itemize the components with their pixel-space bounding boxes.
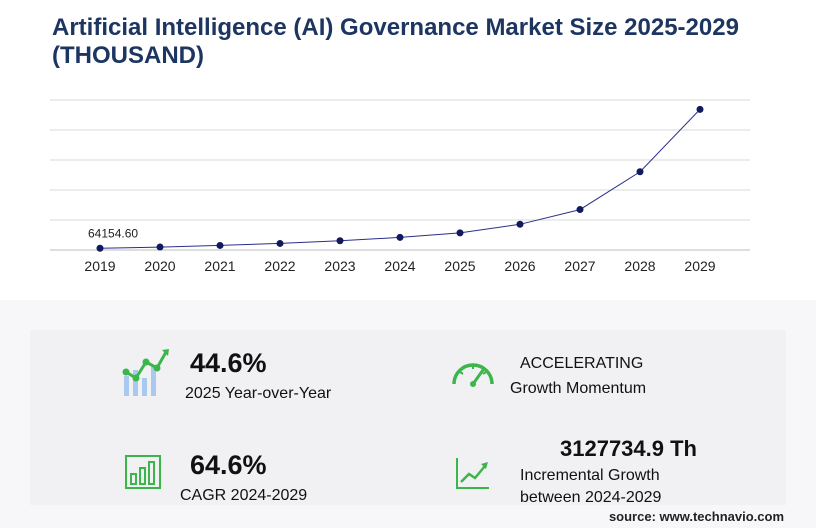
- data-point-2029: [696, 105, 704, 113]
- source-note: source: www.technavio.com: [608, 509, 784, 524]
- yoy-label: 2025 Year-over-Year: [185, 385, 332, 402]
- data-point-2025: [456, 229, 464, 237]
- x-tick-label: 2020: [144, 258, 175, 274]
- x-tick-label: 2023: [324, 258, 355, 274]
- cagr-value: 64.6%: [190, 450, 267, 480]
- trend-line-icon: [456, 458, 489, 489]
- x-tick-label: 2026: [504, 258, 535, 274]
- x-tick-label: 2028: [624, 258, 655, 274]
- data-point-2024: [396, 233, 404, 241]
- data-point-2019: [96, 244, 104, 252]
- incremental-label-1: Incremental Growth: [520, 467, 660, 484]
- bar-chart-icon: [125, 455, 161, 489]
- data-point-2020: [156, 243, 164, 251]
- data-point-2021: [216, 241, 224, 249]
- x-tick-label: 2027: [564, 258, 595, 274]
- data-label-2019: 64154.60: [88, 226, 138, 240]
- x-tick-label: 2029: [684, 258, 715, 274]
- data-point-2027: [576, 206, 584, 214]
- line-chart: 2019 2020 2021 2022 2023 2024 2025 2026 2027 2028…: [50, 99, 750, 274]
- momentum-title: ACCELERATING: [520, 355, 644, 372]
- momentum-label: Growth Momentum: [510, 380, 647, 397]
- data-point-2028: [636, 168, 644, 176]
- data-point-2026: [516, 220, 524, 228]
- growth-bars-icon: [122, 349, 169, 396]
- speedometer-icon: [452, 363, 494, 387]
- data-point-2022: [276, 239, 284, 247]
- yoy-value: 44.6%: [190, 348, 267, 378]
- x-tick-label: 2021: [204, 258, 235, 274]
- cagr-label: CAGR 2024-2029: [180, 487, 308, 504]
- x-tick-label: 2025: [444, 258, 475, 274]
- chart-title: Artificial Intelligence (AI) Governance …: [52, 14, 739, 69]
- x-tick-label: 2022: [264, 258, 295, 274]
- incremental-label-2: between 2024-2029: [520, 489, 662, 506]
- incremental-value: 3127734.9 Th: [560, 436, 697, 461]
- stats-panel: [30, 330, 786, 505]
- data-point-2023: [336, 237, 344, 245]
- x-tick-label: 2024: [384, 258, 415, 274]
- x-tick-label: 2019: [84, 258, 115, 274]
